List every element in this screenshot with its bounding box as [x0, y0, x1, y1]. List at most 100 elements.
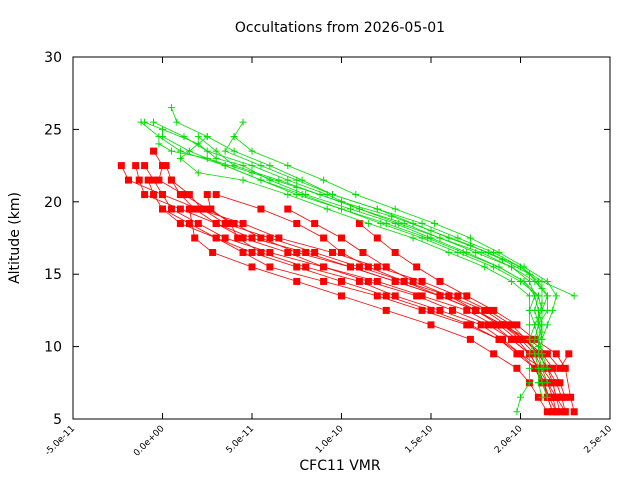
- data-point: [409, 277, 417, 285]
- data-point: [293, 263, 301, 271]
- y-tick-label: 30: [44, 50, 62, 66]
- data-point: [549, 306, 557, 314]
- data-point: [248, 234, 256, 242]
- data-point: [176, 191, 184, 199]
- data-point: [117, 162, 125, 170]
- data-point: [194, 169, 202, 177]
- data-point: [552, 292, 560, 300]
- data-point: [284, 162, 292, 170]
- data-point: [155, 140, 163, 148]
- data-point: [257, 205, 265, 213]
- data-point: [338, 234, 345, 242]
- data-point: [239, 234, 247, 242]
- series-10: [203, 191, 560, 401]
- data-point: [150, 176, 158, 184]
- data-point: [194, 220, 202, 228]
- data-point: [502, 321, 510, 329]
- data-point: [203, 154, 211, 162]
- data-point: [180, 133, 188, 141]
- data-point: [413, 263, 421, 271]
- data-point: [194, 205, 202, 213]
- data-point: [257, 162, 265, 170]
- data-point: [549, 393, 557, 401]
- data-point: [203, 191, 211, 199]
- data-point: [538, 328, 546, 336]
- data-point: [284, 205, 292, 213]
- data-point: [463, 306, 471, 314]
- data-point: [124, 176, 132, 184]
- data-point: [180, 191, 188, 199]
- y-tick-label: 20: [44, 195, 62, 211]
- chart-title: Occultations from 2026-05-01: [235, 20, 445, 36]
- data-point: [466, 335, 474, 343]
- data-point: [159, 162, 166, 170]
- data-point: [400, 277, 408, 285]
- data-point: [525, 321, 533, 329]
- data-point: [418, 277, 426, 285]
- data-point: [293, 220, 301, 228]
- data-point: [413, 292, 421, 300]
- data-point: [472, 306, 480, 314]
- data-point: [150, 118, 158, 126]
- data-point: [495, 263, 503, 271]
- data-point: [525, 335, 533, 343]
- y-tick-label: 5: [53, 412, 62, 428]
- data-point: [382, 220, 390, 228]
- data-point: [135, 176, 143, 184]
- data-point: [391, 205, 399, 213]
- data-point: [167, 104, 175, 112]
- data-point: [525, 270, 533, 278]
- data-point: [466, 234, 474, 242]
- data-point: [346, 205, 354, 213]
- data-point: [203, 205, 211, 213]
- data-point: [525, 306, 533, 314]
- data-point: [561, 408, 569, 416]
- data-point: [284, 248, 292, 256]
- data-point: [481, 306, 489, 314]
- data-point: [499, 321, 507, 329]
- series-23: [155, 140, 546, 351]
- data-point: [230, 147, 238, 155]
- y-tick-label: 15: [44, 267, 62, 283]
- data-point: [543, 321, 551, 329]
- series-9: [185, 205, 551, 416]
- data-point: [359, 248, 367, 256]
- plot-frame: [72, 56, 611, 420]
- data-point: [198, 205, 206, 213]
- data-point: [534, 314, 542, 322]
- data-point: [520, 335, 528, 343]
- data-point: [266, 248, 274, 256]
- data-point: [311, 248, 319, 256]
- data-point: [534, 343, 542, 351]
- data-point: [194, 133, 202, 141]
- data-point: [248, 162, 256, 170]
- data-point: [543, 292, 551, 300]
- y-tick-label: 10: [44, 340, 62, 356]
- data-point: [191, 205, 199, 213]
- data-point: [570, 408, 578, 416]
- data-point: [373, 292, 381, 300]
- data-point: [552, 393, 560, 401]
- data-point: [543, 408, 551, 416]
- data-point: [534, 321, 542, 329]
- data-point: [427, 227, 435, 235]
- data-point: [167, 176, 175, 184]
- data-point: [418, 306, 426, 314]
- data-point: [418, 220, 426, 228]
- data-point: [221, 234, 229, 242]
- data-point: [173, 118, 181, 126]
- data-point: [338, 277, 345, 285]
- data-point: [338, 292, 345, 300]
- data-point: [141, 118, 149, 126]
- data-point: [302, 263, 310, 271]
- data-point: [534, 350, 542, 358]
- data-point: [159, 133, 166, 141]
- data-point: [549, 379, 557, 387]
- data-point: [513, 321, 521, 329]
- data-point: [543, 393, 551, 401]
- data-point: [221, 162, 229, 170]
- data-point: [570, 292, 578, 300]
- data-point: [132, 162, 140, 170]
- data-point: [490, 350, 498, 358]
- series-19: [159, 133, 542, 416]
